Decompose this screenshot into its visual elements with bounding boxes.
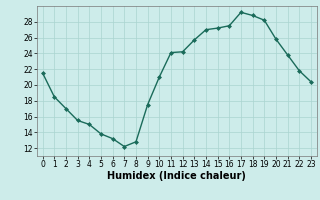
X-axis label: Humidex (Indice chaleur): Humidex (Indice chaleur) — [108, 171, 246, 181]
